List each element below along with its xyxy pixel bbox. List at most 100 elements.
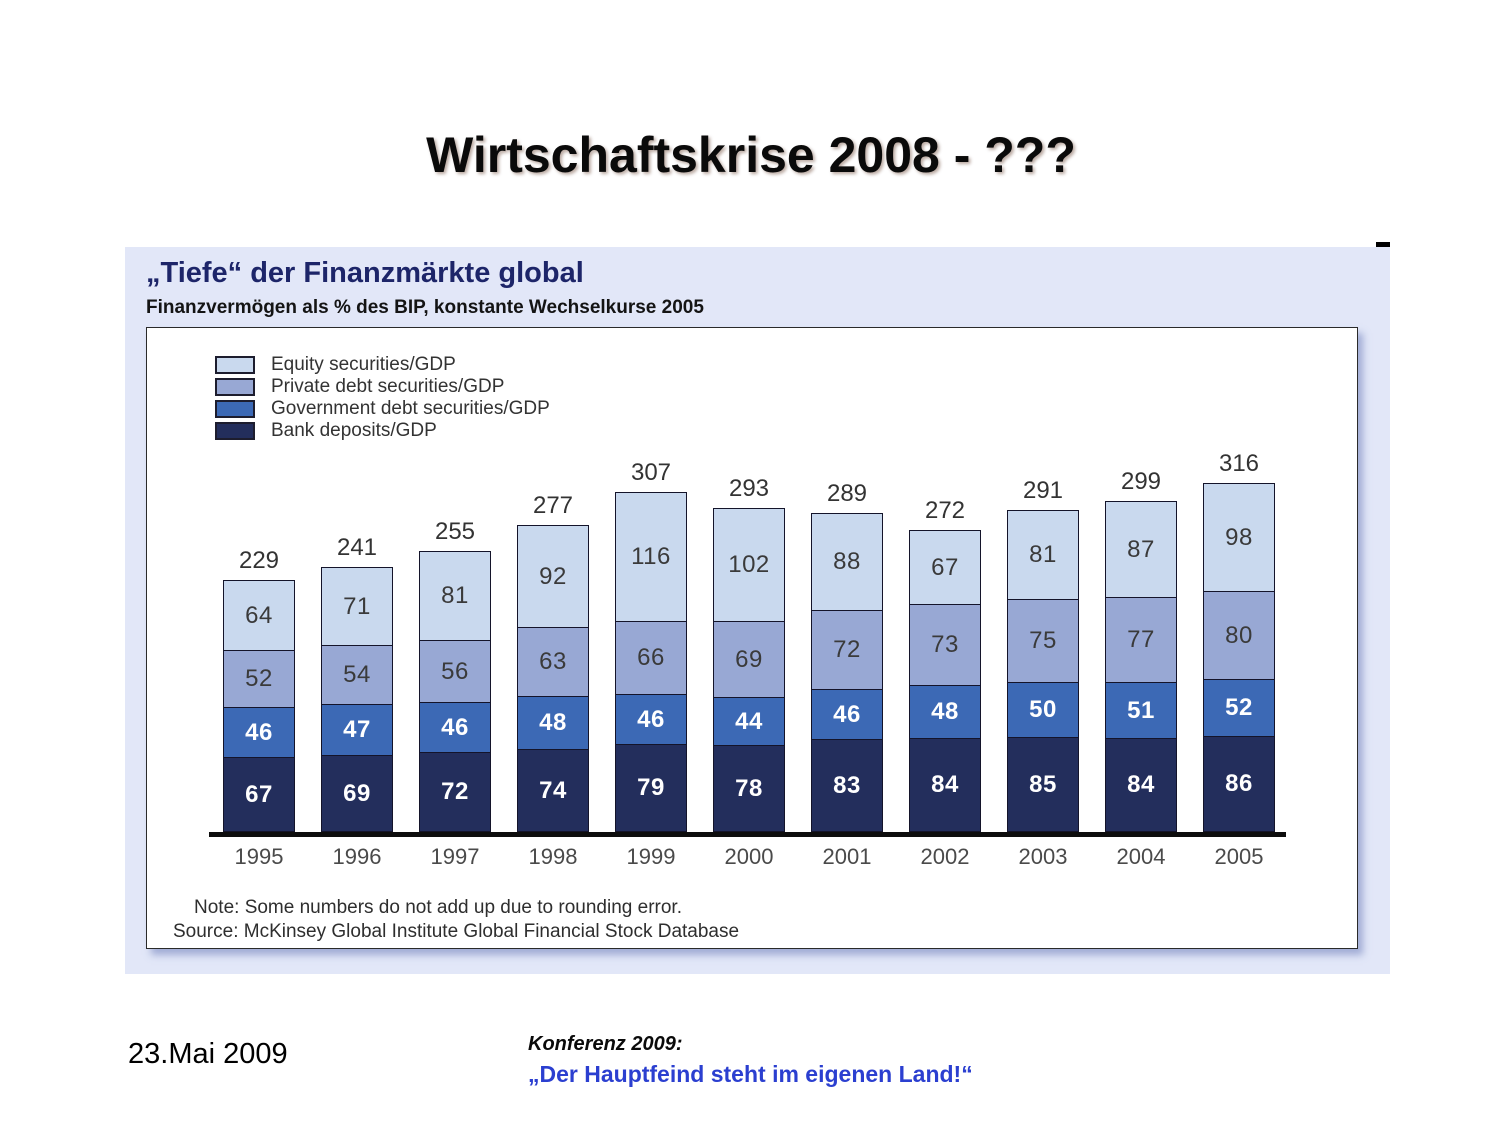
bar-segment: 46 <box>223 707 295 758</box>
segment-value-label: 69 <box>735 645 763 673</box>
bar-segment: 92 <box>517 525 589 628</box>
chart-note: Note: Some numbers do not add up due to … <box>194 897 682 918</box>
segment-value-label: 83 <box>833 771 861 799</box>
segment-value-label: 86 <box>1225 770 1253 797</box>
stacked-bar-1999: 307 116 66 46 79 <box>615 459 687 832</box>
segment-value-label: 46 <box>637 705 665 733</box>
segment-value-label: 64 <box>245 601 273 629</box>
bar-total-label: 293 <box>728 475 770 502</box>
segment-value-label: 87 <box>1127 535 1155 563</box>
bar-segment: 64 <box>223 580 295 651</box>
bar-total-label: 277 <box>532 492 574 519</box>
chart-notes: Note: Some numbers do not add up due to … <box>173 896 739 944</box>
chart-area: 229 64 52 46 67 1995 241 71 54 47 69 1996 255 81 56 46 7… <box>147 328 1357 948</box>
bar-segment: 73 <box>909 604 981 686</box>
slide-title: Wirtschaftskrise 2008 - ??? <box>426 127 1076 183</box>
chart-legend: Equity securities/GDP Private debt securi… <box>215 354 550 442</box>
segment-value-label: 81 <box>441 582 469 609</box>
bar-segment: 56 <box>419 640 491 703</box>
stacked-bar-2004: 299 87 77 51 84 <box>1105 468 1177 832</box>
segment-value-label: 48 <box>931 698 959 725</box>
bar-segment: 44 <box>713 697 785 746</box>
segment-value-label: 75 <box>1029 627 1057 654</box>
bar-segment: 77 <box>1105 597 1177 683</box>
x-axis-tick-label: 1998 <box>528 844 578 869</box>
bar-segment: 52 <box>1203 679 1275 737</box>
chart-frame: Equity securities/GDP Private debt securi… <box>146 327 1358 949</box>
bar-segment: 47 <box>321 704 393 756</box>
segment-value-label: 74 <box>539 776 567 804</box>
bar-segment: 54 <box>321 645 393 705</box>
bar-segment: 69 <box>713 621 785 698</box>
x-axis-line <box>209 832 1286 837</box>
legend-label: Private debt securities/GDP <box>271 376 505 397</box>
bar-segment: 67 <box>223 757 295 832</box>
segment-value-label: 92 <box>539 562 567 590</box>
legend-swatch-icon <box>215 400 255 418</box>
segment-value-label: 52 <box>1225 694 1253 721</box>
bar-total-label: 255 <box>434 518 476 545</box>
bar-total-label: 307 <box>630 459 672 486</box>
segment-value-label: 46 <box>833 700 861 728</box>
bar-segment: 71 <box>321 567 393 646</box>
bar-segment: 84 <box>909 738 981 832</box>
stacked-bar-1996: 241 71 54 47 69 <box>321 534 393 832</box>
x-axis-tick-label: 2001 <box>822 844 872 869</box>
bar-segment: 48 <box>909 685 981 739</box>
segment-value-label: 88 <box>833 548 861 575</box>
x-axis-tick-label: 2002 <box>920 844 970 869</box>
stacked-bar-1998: 277 92 63 48 74 <box>517 492 589 832</box>
bar-segment: 63 <box>517 627 589 697</box>
segment-value-label: 71 <box>343 592 371 620</box>
bar-segment: 116 <box>615 492 687 622</box>
bar-segment: 79 <box>615 744 687 832</box>
bar-segment: 72 <box>811 610 883 690</box>
segment-value-label: 52 <box>245 665 273 692</box>
segment-value-label: 56 <box>441 657 469 685</box>
bar-segment: 87 <box>1105 501 1177 598</box>
legend-swatch-icon <box>215 422 255 440</box>
segment-value-label: 78 <box>735 774 763 802</box>
bar-segment: 52 <box>223 650 295 708</box>
legend-swatch-icon <box>215 378 255 396</box>
bar-segment: 78 <box>713 745 785 832</box>
x-axis-tick-label: 2000 <box>724 844 774 869</box>
segment-value-label: 79 <box>637 774 665 801</box>
segment-value-label: 51 <box>1127 696 1155 724</box>
bar-total-label: 316 <box>1218 450 1260 477</box>
title-banner: Wirtschaftskrise 2008 - ??? <box>112 98 1390 212</box>
bar-total-label: 291 <box>1022 477 1064 504</box>
bar-total-label: 289 <box>826 480 868 507</box>
legend-label: Bank deposits/GDP <box>271 420 437 441</box>
segment-value-label: 47 <box>343 716 371 743</box>
segment-value-label: 98 <box>1225 523 1253 551</box>
x-axis-tick-label: 2004 <box>1116 844 1166 869</box>
segment-value-label: 85 <box>1029 770 1057 798</box>
segment-value-label: 46 <box>441 713 469 741</box>
bar-segment: 50 <box>1007 682 1079 738</box>
panel-corner-mark <box>1376 242 1390 247</box>
segment-value-label: 80 <box>1225 621 1253 649</box>
bar-segment: 48 <box>517 696 589 750</box>
bar-segment: 66 <box>615 621 687 695</box>
bar-total-label: 241 <box>336 534 378 561</box>
x-axis-tick-label: 1999 <box>626 844 676 869</box>
segment-value-label: 63 <box>539 648 567 675</box>
segment-value-label: 81 <box>1029 541 1057 568</box>
bar-segment: 84 <box>1105 738 1177 832</box>
x-axis-tick-label: 1995 <box>234 844 284 869</box>
conference-quote: „Der Hauptfeind steht im eigenen Land!“ <box>528 1061 973 1087</box>
bar-segment: 85 <box>1007 737 1079 832</box>
segment-value-label: 69 <box>343 779 371 807</box>
bar-segment: 67 <box>909 530 981 605</box>
bar-segment: 46 <box>811 689 883 740</box>
bar-segment: 46 <box>615 694 687 745</box>
x-axis-tick-label: 2005 <box>1214 844 1264 869</box>
segment-value-label: 44 <box>735 707 763 735</box>
segment-value-label: 84 <box>1127 771 1155 798</box>
conference-label: Konferenz 2009: <box>528 1033 683 1055</box>
bar-segment: 86 <box>1203 736 1275 832</box>
segment-value-label: 66 <box>637 644 665 671</box>
stacked-bar-2000: 293 102 69 44 78 <box>713 475 785 832</box>
segment-value-label: 46 <box>245 718 273 746</box>
